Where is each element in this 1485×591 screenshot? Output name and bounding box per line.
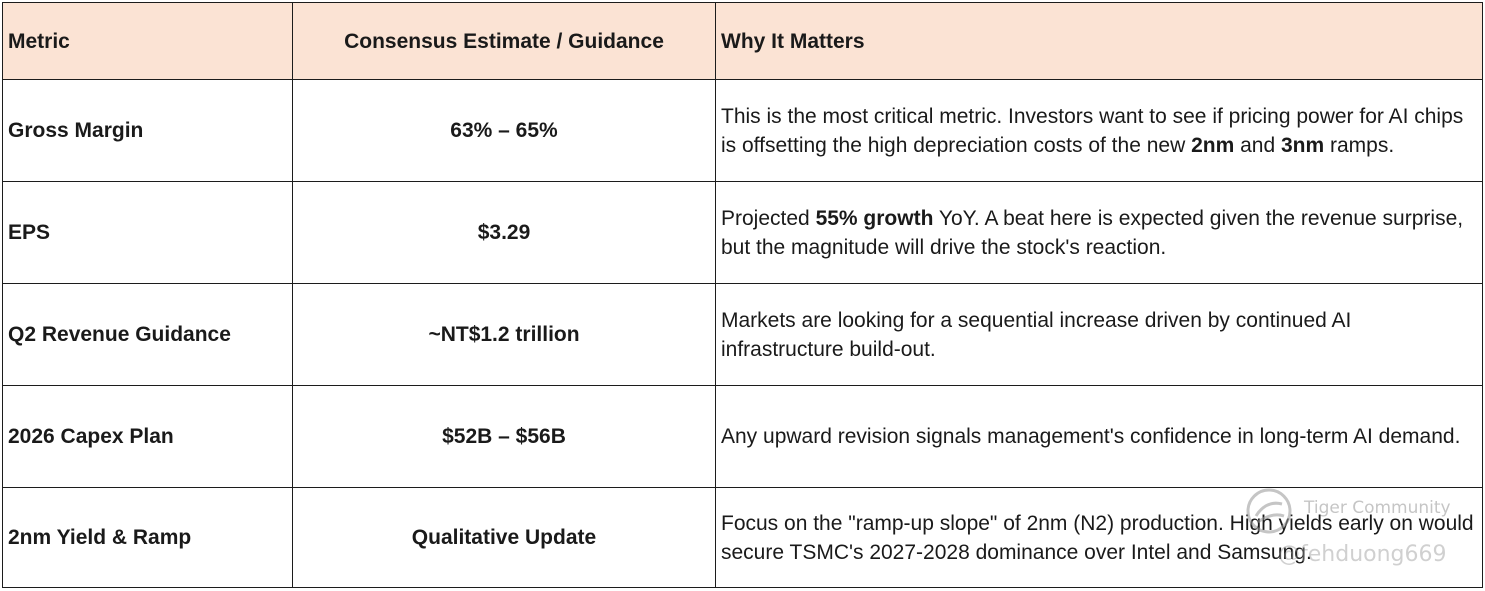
table-row: Gross Margin 63% – 65% This is the most … (2, 79, 1483, 182)
metric-name: Q2 Revenue Guidance (2, 283, 293, 386)
body-text: This is the most critical metric. Invest… (721, 104, 1464, 157)
metric-value: Qualitative Update (292, 487, 716, 588)
header-consensus: Consensus Estimate / Guidance (292, 2, 716, 80)
body-text: Focus on the "ramp-up slope" of 2nm (N2)… (721, 511, 1474, 564)
why-it-matters: Projected 55% growth YoY. A beat here is… (715, 181, 1483, 284)
table-row: 2nm Yield & Ramp Qualitative Update Focu… (2, 487, 1483, 588)
body-text: and (1234, 133, 1281, 157)
table-row: 2026 Capex Plan $52B – $56B Any upward r… (2, 385, 1483, 488)
metric-name: 2026 Capex Plan (2, 385, 293, 488)
body-text: Projected (721, 206, 816, 230)
why-it-matters: This is the most critical metric. Invest… (715, 79, 1483, 182)
header-row: Metric Consensus Estimate / Guidance Why… (2, 2, 1483, 80)
why-it-matters: Markets are looking for a sequential inc… (715, 283, 1483, 386)
emphasis-text: 55% growth (815, 206, 934, 230)
body-text: Markets are looking for a sequential inc… (721, 308, 1352, 361)
why-it-matters: Focus on the "ramp-up slope" of 2nm (N2)… (715, 487, 1483, 588)
metric-value: 63% – 65% (292, 79, 716, 182)
body-text: Any upward revision signals management's… (721, 425, 1461, 448)
body-text: ramps. (1324, 133, 1395, 157)
why-it-matters: Any upward revision signals management's… (715, 385, 1483, 488)
metric-value: $52B – $56B (292, 385, 716, 488)
table-row: Q2 Revenue Guidance ~NT$1.2 trillion Mar… (2, 283, 1483, 386)
emphasis-text: 2nm (1191, 133, 1235, 157)
metric-name: EPS (2, 181, 293, 284)
body-text: YoY. A beat here is expected given the r… (721, 206, 1464, 259)
emphasis-text: 3nm (1280, 133, 1325, 157)
metric-name: Gross Margin (2, 79, 293, 182)
header-why-it-matters: Why It Matters (715, 2, 1483, 80)
metric-value: $3.29 (292, 181, 716, 284)
metric-name: 2nm Yield & Ramp (2, 487, 293, 588)
table-row: EPS $3.29 Projected 55% growth YoY. A be… (2, 181, 1483, 284)
metric-value: ~NT$1.2 trillion (292, 283, 716, 386)
header-metric: Metric (2, 2, 293, 80)
